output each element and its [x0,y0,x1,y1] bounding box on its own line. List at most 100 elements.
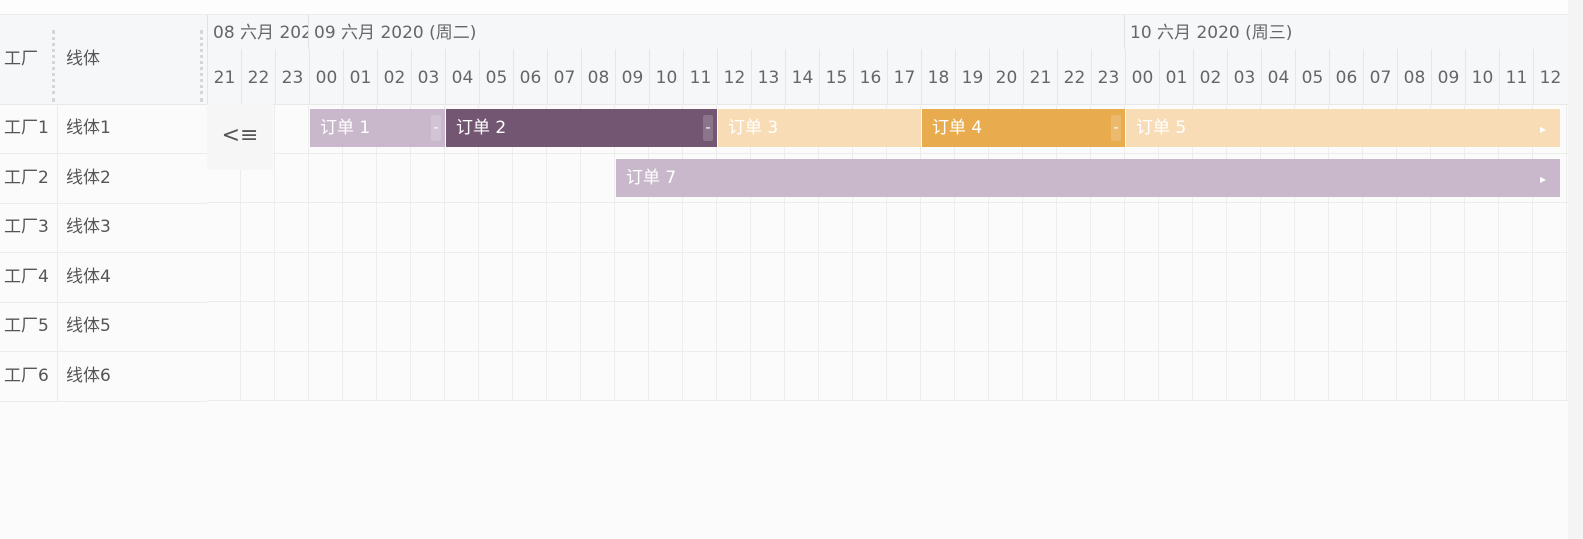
hour-cell: 05 [1295,49,1329,104]
line-column-header[interactable]: 线体 [66,49,100,69]
grid-column-line [342,104,343,401]
line-cell: 线体3 [66,217,111,237]
grid-column-line [954,104,955,401]
hour-cell: 08 [581,49,615,104]
hour-cell: 09 [615,49,649,104]
hour-cell: 03 [411,49,445,104]
grid-column-line [920,104,921,401]
hour-cell: 05 [479,49,513,104]
day-header: 08 六月 2020 (周一) [207,15,308,49]
hour-cell: 11 [683,49,717,104]
grid-column-line [580,104,581,401]
grid-column-line [1498,104,1499,401]
hour-cell: 18 [921,49,955,104]
hour-cell: 10 [649,49,683,104]
grid-column-line [1192,104,1193,401]
order-label: 订单 7 [626,167,677,188]
factory-cell: 工厂5 [4,316,49,336]
continue-arrow-icon[interactable]: ▸ [1539,122,1546,136]
resource-row[interactable]: 工厂1 线体1 [0,104,207,154]
resize-handle-icon[interactable]: - [1111,115,1121,141]
grid-column-line [1056,104,1057,401]
schedule-grid[interactable] [207,104,1583,401]
order-label: 订单 5 [1136,118,1187,138]
factory-cell: 工厂3 [4,217,49,237]
grid-column-line [1532,104,1533,401]
hour-cell: 23 [275,49,309,104]
order-bar[interactable]: 订单 5 ▸ [1126,109,1560,147]
hour-cell: 02 [1193,49,1227,104]
vertical-scrollbar[interactable] [1568,0,1583,539]
hour-cell: 03 [1227,49,1261,104]
collapse-panel-button[interactable]: <≡ [207,104,273,170]
grid-column-line [1430,104,1431,401]
hour-cell: 23 [1091,49,1125,104]
hour-cell: 15 [819,49,853,104]
line-cell: 线体4 [66,266,111,287]
grid-column-line [1022,104,1023,401]
resize-handle-icon[interactable]: - [703,115,713,141]
column-divider [57,252,58,302]
panel-splitter[interactable] [200,30,203,102]
grid-column-line [376,104,377,401]
hour-cell: 01 [1159,49,1193,104]
resource-row[interactable]: 工厂4 线体4 [0,252,207,303]
order-bar[interactable]: 订单 7 ▸ [616,158,1560,197]
order-bar[interactable]: 订单 2 - [446,109,717,147]
grid-column-line [410,104,411,401]
factory-cell: 工厂6 [4,365,49,386]
grid-column-line [1090,104,1091,401]
order-label: 订单 4 [932,118,983,138]
grid-column-line [886,104,887,401]
column-divider [57,302,58,351]
hour-cell: 11 [1499,49,1533,104]
hour-cell: 00 [309,49,343,104]
grid-column-line [614,104,615,401]
line-cell: 线体2 [66,167,111,188]
resize-handle-icon[interactable]: - [431,115,441,141]
hour-cell: 22 [1057,49,1091,104]
resource-row[interactable]: 工厂5 线体5 [0,302,207,352]
hour-cell: 00 [1125,49,1159,104]
grid-column-line [1294,104,1295,401]
grid-column-line [444,104,445,401]
column-resize-handle[interactable] [52,30,55,102]
order-label: 订单 2 [456,118,507,138]
resource-header: 工厂 线体 [0,15,207,105]
resource-row[interactable]: 工厂6 线体6 [0,351,207,402]
order-bar[interactable]: 订单 3 [718,109,921,147]
grid-column-line [1226,104,1227,401]
grid-column-line [274,104,275,401]
order-bar[interactable]: 订单 1 - [310,109,445,147]
hour-cell: 22 [241,49,275,104]
order-label: 订单 1 [320,118,371,138]
grid-column-line [988,104,989,401]
line-cell: 线体6 [66,365,111,386]
line-cell: 线体1 [66,118,111,138]
hour-cell: 04 [445,49,479,104]
resource-row[interactable]: 工厂2 线体2 [0,153,207,204]
grid-column-line [1328,104,1329,401]
order-bar[interactable]: 订单 4 - [922,109,1125,147]
hour-cell: 13 [751,49,785,104]
hour-cell: 09 [1431,49,1465,104]
resource-row[interactable]: 工厂3 线体3 [0,203,207,253]
grid-column-line [512,104,513,401]
grid-column-line [648,104,649,401]
hour-cell: 21 [1023,49,1057,104]
grid-column-line [852,104,853,401]
day-header: 09 六月 2020 (周二) [308,15,1124,49]
grid-row-line [207,152,1583,154]
continue-arrow-icon[interactable]: ▸ [1539,171,1546,186]
day-header: 10 六月 2020 (周三) [1124,15,1583,49]
hour-cell: 06 [1329,49,1363,104]
order-label: 订单 3 [728,118,779,138]
grid-column-line [1124,104,1125,401]
grid-column-line [818,104,819,401]
grid-column-line [682,104,683,401]
factory-cell: 工厂2 [4,167,49,188]
grid-column-line [240,104,241,401]
factory-column-header[interactable]: 工厂 [4,49,38,69]
hour-cell: 02 [377,49,411,104]
grid-row-line [207,350,1583,352]
